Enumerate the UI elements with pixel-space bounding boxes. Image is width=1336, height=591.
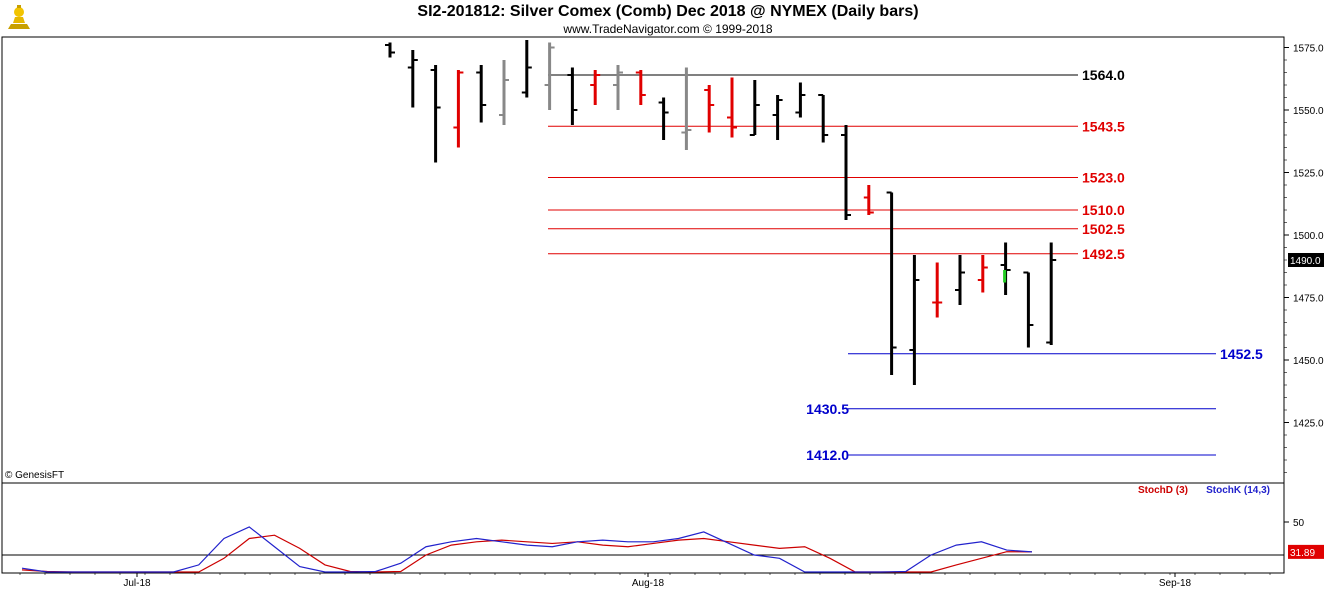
ohlc-bar xyxy=(841,125,851,220)
ohlc-bar xyxy=(818,94,829,143)
copyright-label: © GenesisFT xyxy=(5,470,64,481)
y-tick-label: 1550.0 xyxy=(1293,106,1324,117)
ohlc-bar xyxy=(544,42,555,110)
y-tick-label: 1500.0 xyxy=(1293,231,1324,242)
ohlc-bar xyxy=(1000,242,1011,295)
ohlc-bar xyxy=(521,40,532,98)
legend-stoch-d: StochD (3) xyxy=(1138,485,1188,496)
level-label-1502.5: 1502.5 xyxy=(1082,221,1125,237)
ohlc-bar xyxy=(863,185,874,215)
ohlc-bar xyxy=(909,255,920,385)
ohlc-bars xyxy=(385,40,1057,385)
chart-title: SI2-201812: Silver Comex (Comb) Dec 2018… xyxy=(417,3,919,20)
ohlc-bar xyxy=(635,70,646,105)
ohlc-bar xyxy=(886,191,897,375)
chart-subtitle: www.TradeNavigator.com © 1999-2018 xyxy=(563,22,773,36)
ohlc-bar xyxy=(704,85,715,133)
level-label-1543.5: 1543.5 xyxy=(1082,118,1125,134)
chart-header: SI2-201812: Silver Comex (Comb) Dec 2018… xyxy=(0,0,1336,38)
ohlc-bar xyxy=(453,70,464,148)
level-label-1523.0: 1523.0 xyxy=(1082,170,1125,186)
stochastic-panel: StochD (3) StochK (14,3) 50 31.89 xyxy=(21,485,1324,573)
ohlc-bar xyxy=(749,80,760,136)
stoch-y-tick-label: 50 xyxy=(1293,518,1305,529)
x-tick-label: Sep-18 xyxy=(1159,578,1192,589)
ohlc-bar xyxy=(772,95,783,140)
last-price-box xyxy=(1288,253,1324,267)
last-price-label: 1490.0 xyxy=(1290,256,1321,267)
x-tick-label: Aug-18 xyxy=(632,578,665,589)
stoch-panel-frame xyxy=(1,482,1285,574)
ohlc-bar xyxy=(430,65,441,163)
stoch-line-k xyxy=(21,526,1033,573)
ohlc-bar xyxy=(727,77,737,138)
ohlc-bar xyxy=(567,67,578,125)
ohlc-bar xyxy=(407,50,418,108)
trade-navigator-logo-icon xyxy=(8,5,30,29)
level-lines: 1564.0 1543.5 1523.0 1510.0 1502.5 1492.5 1452… xyxy=(548,67,1263,463)
y-tick-label: 1475.0 xyxy=(1293,294,1324,305)
y-tick-label: 1575.0 xyxy=(1293,44,1324,55)
level-label-1564.0: 1564.0 xyxy=(1082,67,1125,83)
y-tick-label: 1450.0 xyxy=(1293,356,1324,367)
stoch-last-box xyxy=(1288,544,1324,559)
y-tick-label: 1425.0 xyxy=(1293,419,1324,430)
ohlc-bar xyxy=(1046,242,1057,345)
ohlc-bar xyxy=(385,42,395,58)
stoch-line-d xyxy=(21,534,1033,573)
ohlc-bar xyxy=(795,82,806,118)
y-tick-label: 1525.0 xyxy=(1293,169,1324,180)
price-y-axis: 1575.0 1550.0 1525.0 1500.0 1475.0 1450.0 1425… xyxy=(1284,44,1324,473)
ohlc-bar xyxy=(932,262,943,318)
ohlc-bar xyxy=(590,70,601,105)
ohlc-bar xyxy=(658,97,669,140)
stoch-last-label: 31.89 xyxy=(1290,548,1315,559)
x-tick-label: Jul-18 xyxy=(123,578,151,589)
ohlc-bar xyxy=(681,67,692,150)
level-label-1452.5: 1452.5 xyxy=(1220,346,1263,362)
ohlc-bar xyxy=(977,255,988,293)
ohlc-bar xyxy=(476,65,487,123)
legend-stoch-k: StochK (14,3) xyxy=(1206,485,1270,496)
date-x-axis: Jul-18 Aug-18 Sep-18 xyxy=(19,573,1271,589)
ohlc-bar xyxy=(613,65,623,110)
level-label-1412.0: 1412.0 xyxy=(806,447,849,463)
ohlc-bar xyxy=(1023,271,1034,348)
ohlc-bar xyxy=(499,60,509,125)
level-label-1510.0: 1510.0 xyxy=(1082,202,1125,218)
level-label-1430.5: 1430.5 xyxy=(806,401,849,417)
level-label-1492.5: 1492.5 xyxy=(1082,246,1125,262)
ohlc-bar xyxy=(955,255,965,305)
